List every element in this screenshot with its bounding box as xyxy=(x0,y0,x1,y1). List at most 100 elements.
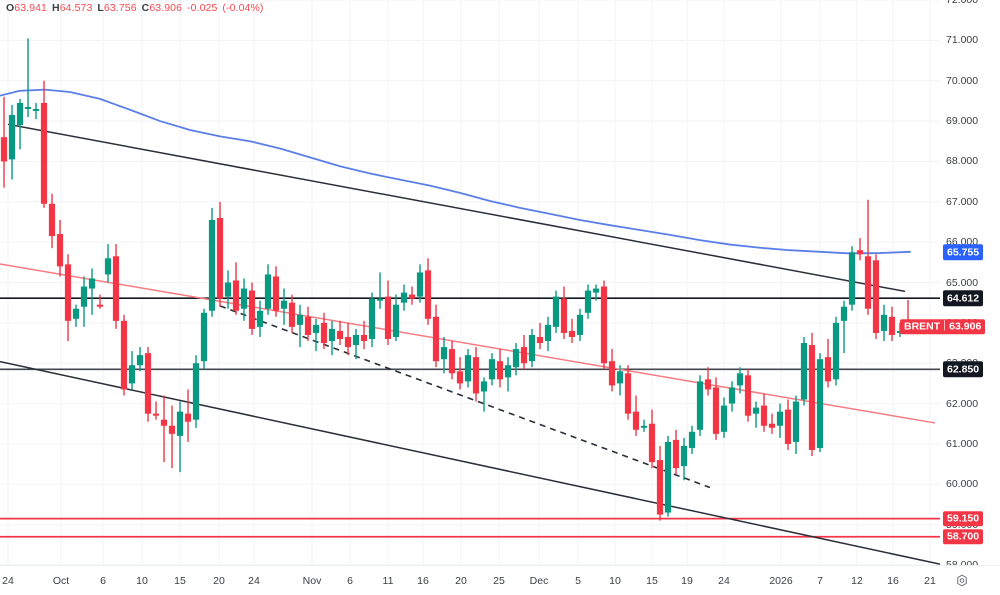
candle[interactable] xyxy=(568,318,576,344)
candle[interactable] xyxy=(328,320,336,356)
candle[interactable] xyxy=(848,246,856,311)
candle[interactable] xyxy=(152,401,160,420)
candle[interactable] xyxy=(712,377,720,440)
candle[interactable] xyxy=(0,96,8,188)
candle[interactable] xyxy=(608,349,616,392)
candle[interactable] xyxy=(864,199,872,315)
candle[interactable] xyxy=(872,254,880,339)
candle[interactable] xyxy=(416,264,424,303)
candle[interactable] xyxy=(544,316,552,352)
candle[interactable] xyxy=(176,401,184,473)
candle[interactable] xyxy=(480,377,488,412)
candle[interactable] xyxy=(144,347,152,422)
ma-price-tag[interactable]: 65.755 xyxy=(943,244,984,260)
support-mid-tag[interactable]: 62.850 xyxy=(943,361,984,378)
candle[interactable] xyxy=(400,284,408,311)
candle[interactable] xyxy=(240,278,248,321)
candle[interactable] xyxy=(48,193,56,249)
candle[interactable] xyxy=(320,312,328,350)
candle[interactable] xyxy=(312,318,320,352)
candle[interactable] xyxy=(16,98,24,150)
target-icon[interactable] xyxy=(956,574,969,587)
candle[interactable] xyxy=(792,395,800,455)
candle[interactable] xyxy=(496,349,504,388)
mid-descending-trendline[interactable] xyxy=(0,263,936,424)
candle[interactable] xyxy=(672,429,680,475)
candle[interactable] xyxy=(488,353,496,386)
candle[interactable] xyxy=(264,264,272,315)
candle[interactable] xyxy=(816,353,824,452)
candle[interactable] xyxy=(728,381,736,412)
candle[interactable] xyxy=(336,320,344,346)
candle[interactable] xyxy=(880,304,888,342)
candle[interactable] xyxy=(768,413,776,434)
price-axis[interactable]: 72.000 71.000 70.000 69.000 68.000 67.000 66.0… xyxy=(940,0,1000,571)
upper-resistance-trendline[interactable] xyxy=(7,123,906,293)
candle[interactable] xyxy=(624,365,632,420)
candle[interactable] xyxy=(584,284,592,319)
candle[interactable] xyxy=(440,336,448,374)
candle[interactable] xyxy=(720,397,728,438)
candle[interactable] xyxy=(272,266,280,317)
candle[interactable] xyxy=(64,254,72,342)
candle[interactable] xyxy=(664,435,672,517)
candle[interactable] xyxy=(384,280,392,346)
candle[interactable] xyxy=(888,306,896,342)
candle[interactable] xyxy=(824,339,832,388)
candle[interactable] xyxy=(736,367,744,394)
candle[interactable] xyxy=(472,347,480,402)
support-upper-tag[interactable]: 59.150 xyxy=(943,510,984,527)
candle[interactable] xyxy=(232,262,240,315)
candle[interactable] xyxy=(304,306,312,342)
candles-layer[interactable] xyxy=(0,38,912,521)
candle[interactable] xyxy=(216,201,224,307)
candle[interactable] xyxy=(800,336,808,406)
candle[interactable] xyxy=(808,332,816,457)
candle[interactable] xyxy=(392,294,400,342)
candle[interactable] xyxy=(560,286,568,339)
candle[interactable] xyxy=(184,389,192,442)
last-price-tag[interactable]: BRENT 63.906 xyxy=(900,318,986,335)
candle[interactable] xyxy=(536,322,544,350)
candle[interactable] xyxy=(744,369,752,422)
candle[interactable] xyxy=(512,343,520,376)
candle[interactable] xyxy=(80,276,88,327)
resistance-tag[interactable]: 64.612 xyxy=(943,290,984,306)
candle[interactable] xyxy=(408,286,416,305)
candle[interactable] xyxy=(288,294,296,333)
candle[interactable] xyxy=(464,349,472,388)
candlestick-plot[interactable] xyxy=(0,0,940,565)
candle[interactable] xyxy=(784,399,792,450)
candle[interactable] xyxy=(688,425,696,455)
candle[interactable] xyxy=(120,314,128,396)
candle[interactable] xyxy=(88,268,96,315)
candle[interactable] xyxy=(656,445,664,521)
candle[interactable] xyxy=(24,38,32,118)
candle[interactable] xyxy=(32,102,40,120)
candle[interactable] xyxy=(112,244,120,329)
candle[interactable] xyxy=(752,401,760,428)
candle[interactable] xyxy=(528,328,536,368)
candle[interactable] xyxy=(208,207,216,317)
candle[interactable] xyxy=(248,282,256,335)
ohlc-legend[interactable]: O63.941 H64.573 L63.756 C63.906 -0.025 (-0.04… xyxy=(6,2,263,15)
candle[interactable] xyxy=(424,258,432,325)
candle[interactable] xyxy=(256,300,264,337)
candle[interactable] xyxy=(344,322,352,356)
candle[interactable] xyxy=(360,320,368,350)
candle[interactable] xyxy=(128,351,136,390)
candle[interactable] xyxy=(648,409,656,469)
candle[interactable] xyxy=(136,347,144,372)
lower-channel-trendline[interactable] xyxy=(0,360,940,565)
candle[interactable] xyxy=(8,104,16,180)
candle[interactable] xyxy=(224,270,232,309)
candle[interactable] xyxy=(600,280,608,370)
candle[interactable] xyxy=(680,437,688,481)
candle[interactable] xyxy=(168,405,176,469)
candle[interactable] xyxy=(56,219,64,277)
time-axis[interactable]: 24 Oct 6 10 15 20 24 Nov 6 11 16 20 25 Dec 5 10 15 19 24 20… xyxy=(0,565,1000,595)
candle[interactable] xyxy=(552,290,560,333)
candle[interactable] xyxy=(352,328,360,360)
candle[interactable] xyxy=(832,316,840,386)
candle[interactable] xyxy=(192,355,200,428)
